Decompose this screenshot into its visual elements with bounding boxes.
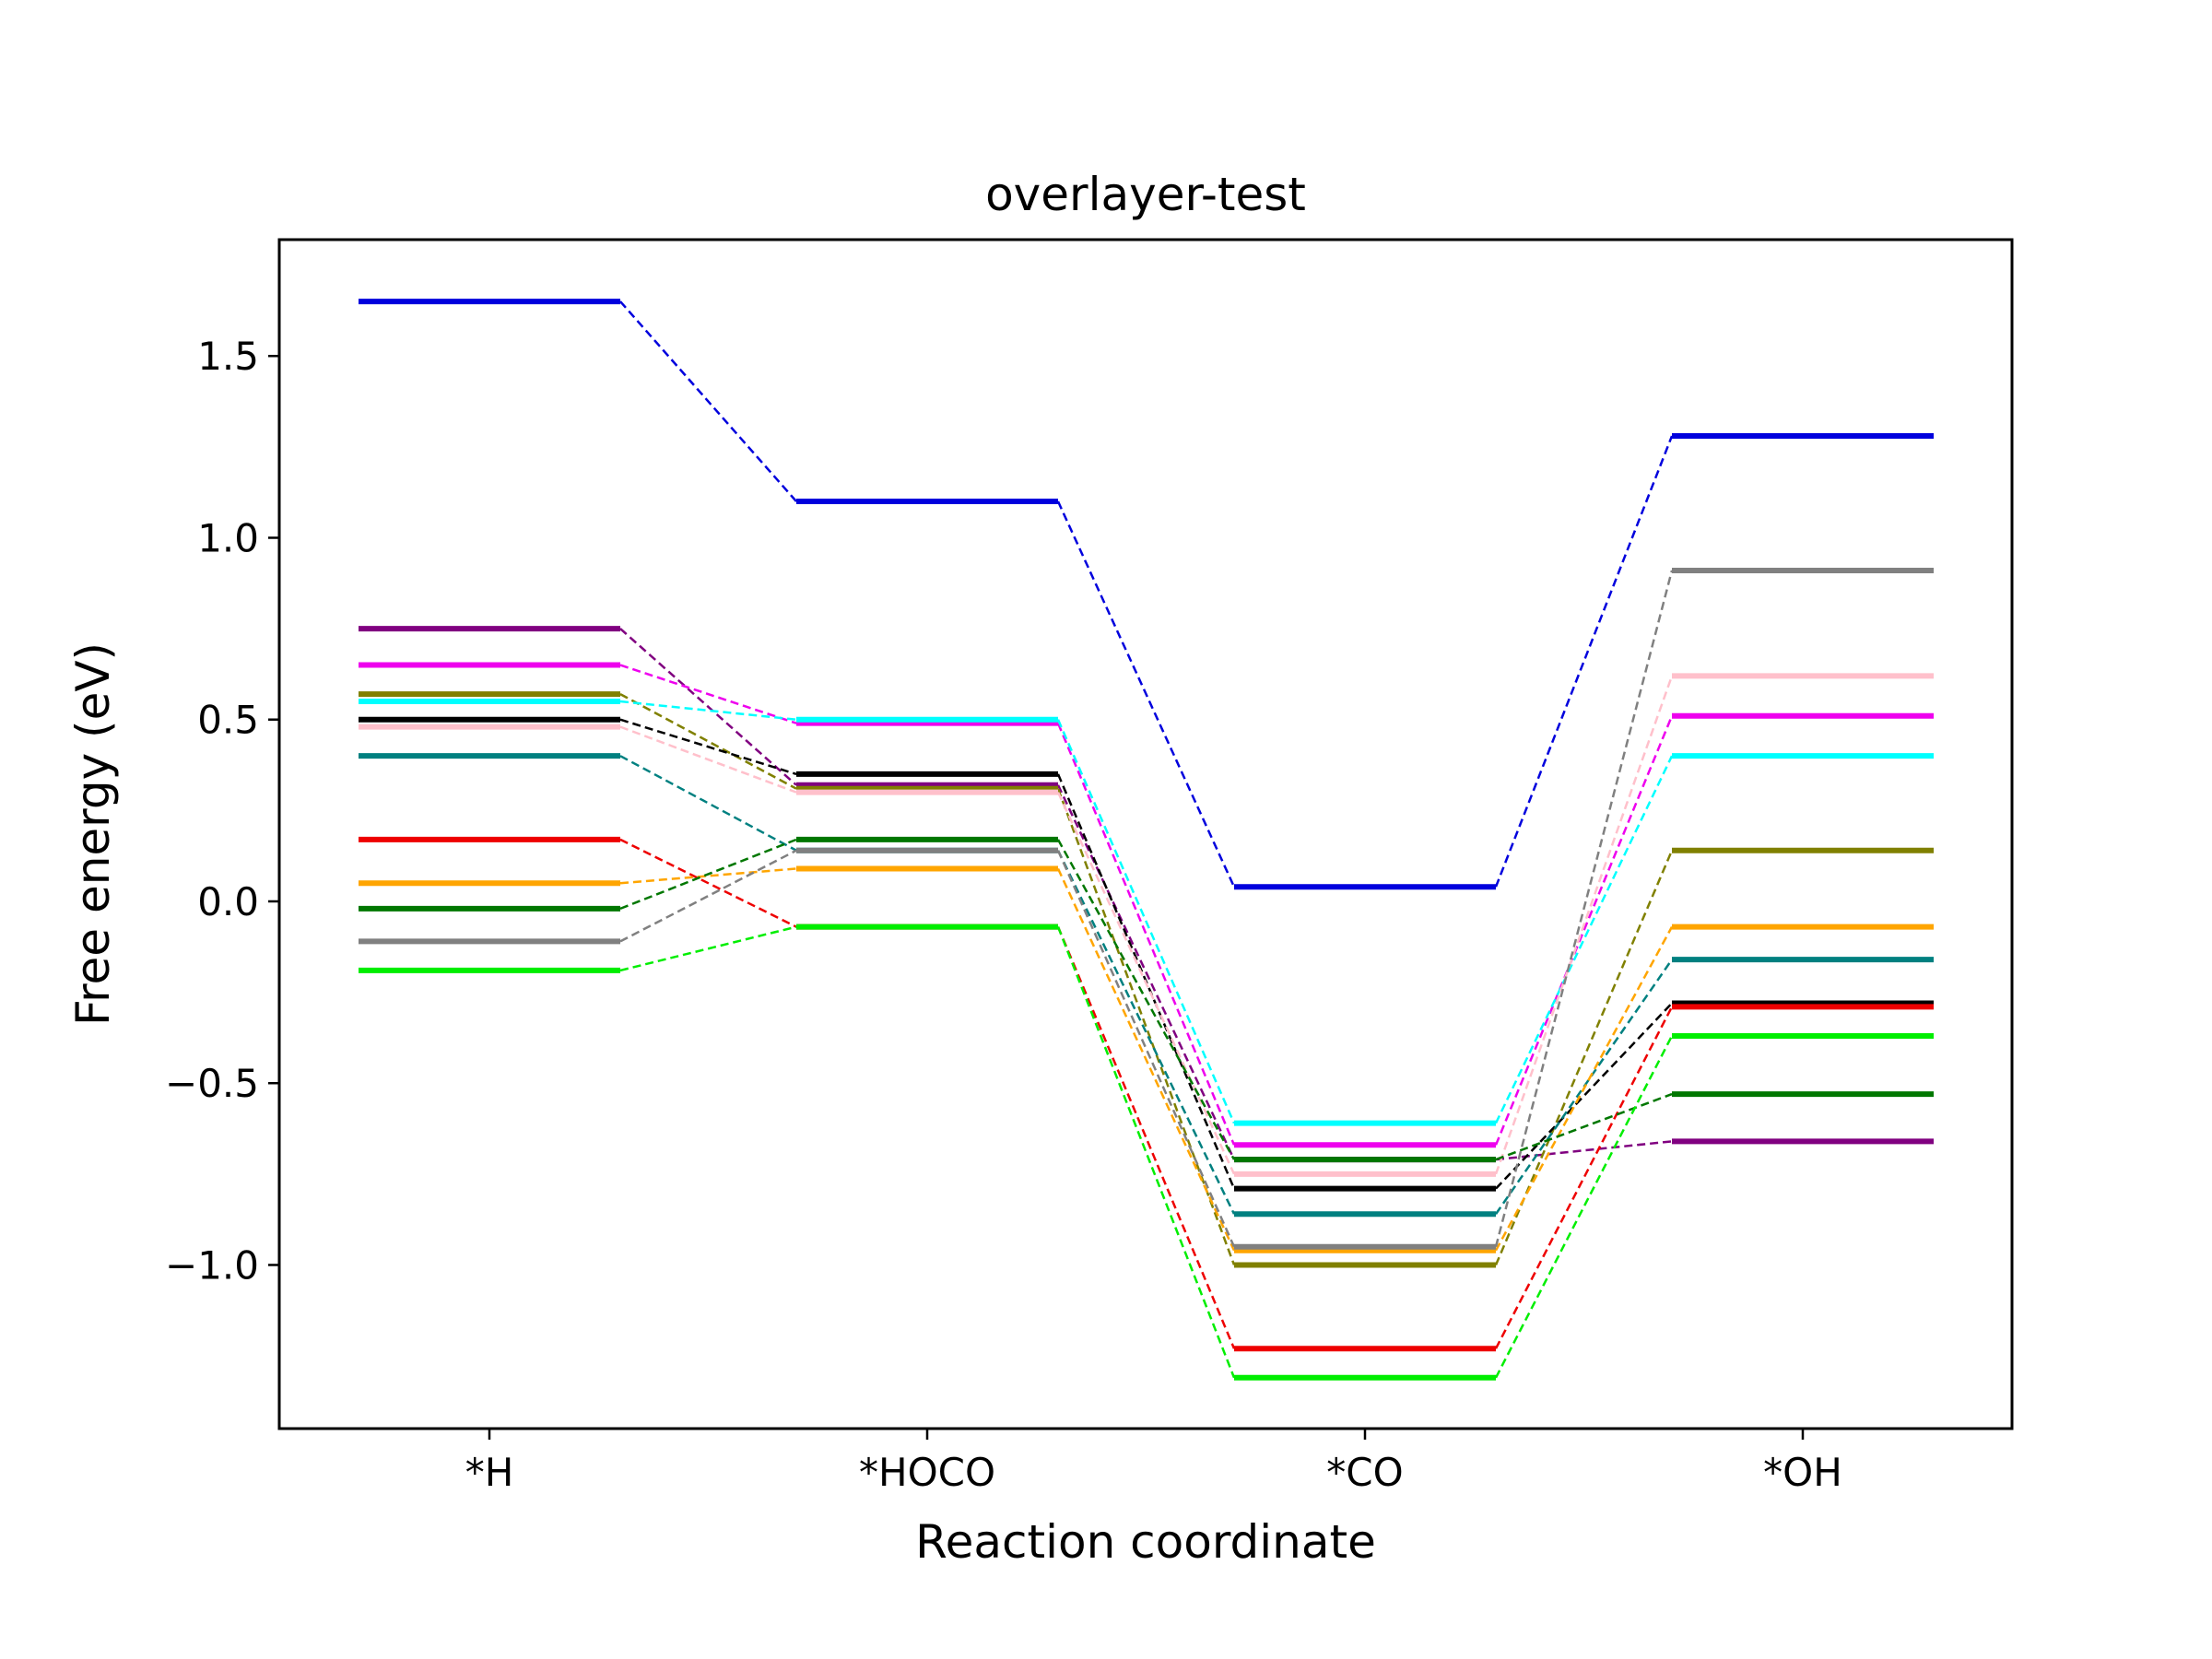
x-axis-label: Reaction coordinate (915, 1515, 1376, 1569)
transition-connector (1056, 500, 1236, 888)
energy-series (359, 662, 1934, 1148)
energy-series (359, 626, 1934, 1163)
energy-series (359, 716, 1934, 1192)
y-tick-label: −0.5 (165, 1061, 259, 1106)
x-tick-label: *CO (1326, 1450, 1403, 1495)
series-layer (359, 299, 1934, 1381)
transition-connector (1056, 784, 1236, 1160)
energy-series (359, 836, 1934, 1352)
plot-frame (277, 238, 2014, 1430)
transition-connector (619, 725, 797, 794)
energy-series (359, 865, 1934, 1253)
transition-connector (1494, 675, 1674, 1175)
transition-connector (619, 664, 797, 724)
transition-connector (619, 700, 797, 721)
energy-series (359, 299, 1934, 890)
x-tick-label: *OH (1763, 1450, 1842, 1495)
transition-connector (1056, 792, 1236, 1175)
transition-connector (1495, 1092, 1673, 1161)
transition-connector (1056, 839, 1236, 1160)
transition-connector (619, 628, 797, 786)
energy-series (359, 836, 1934, 1163)
energy-series (359, 691, 1934, 1268)
y-tick-label: 1.0 (197, 515, 259, 560)
axis-layer: 1.5 1.0 0.5 0.0 −0.5 −1.0 *H *HOCO *CO *OH (165, 334, 1842, 1495)
chart-title: overlayer-test (985, 168, 1306, 221)
x-tick-label: *H (465, 1450, 514, 1495)
transition-connector (1494, 435, 1674, 888)
transition-connector (1494, 850, 1674, 1265)
y-tick-label: 0.0 (197, 879, 259, 924)
transition-connector (619, 693, 797, 790)
transition-connector (1494, 570, 1674, 1248)
y-axis-label: Free energy (eV) (66, 642, 120, 1026)
transition-connector (1495, 1002, 1673, 1190)
y-tick-label: 1.5 (197, 334, 259, 379)
y-tick-label: −1.0 (165, 1242, 259, 1288)
energy-series (359, 924, 1934, 1381)
energy-series (359, 673, 1934, 1177)
energy-series (359, 699, 1934, 1126)
transition-connector (1056, 926, 1236, 1379)
transition-connector (1056, 723, 1236, 1146)
transition-connector (1056, 850, 1236, 1215)
transition-connector (619, 838, 797, 928)
y-tick-label: 0.5 (197, 698, 259, 743)
transition-connector (1056, 850, 1236, 1248)
x-tick-label: *HOCO (859, 1450, 995, 1495)
energy-series (359, 567, 1934, 1250)
transition-connector (619, 849, 797, 943)
transition-connector (1494, 715, 1674, 1146)
transition-connector (1056, 719, 1236, 1124)
transition-connector (1056, 926, 1236, 1349)
transition-connector (1494, 925, 1674, 1252)
transition-connector (619, 718, 797, 776)
transition-connector (619, 300, 797, 502)
transition-connector (1056, 867, 1236, 1252)
transition-connector (619, 755, 797, 852)
transition-connector (619, 925, 797, 972)
transition-connector (619, 867, 797, 885)
transition-connector (1056, 788, 1236, 1265)
transition-connector (619, 838, 797, 911)
transition-connector (1494, 755, 1674, 1124)
